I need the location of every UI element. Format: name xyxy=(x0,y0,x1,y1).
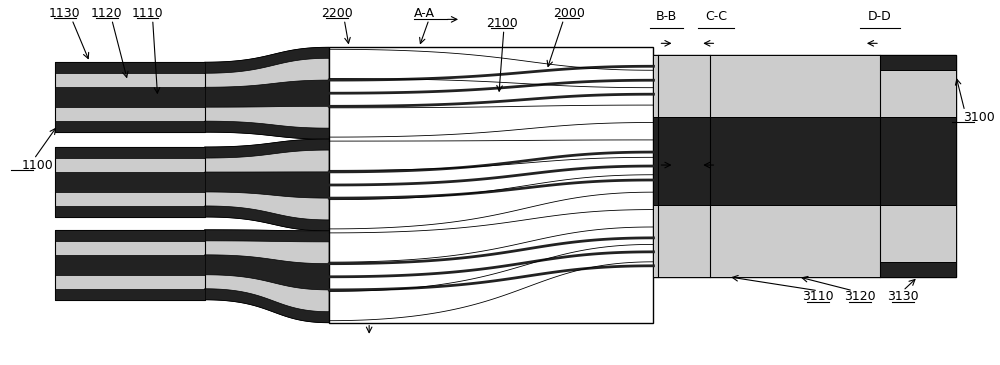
Polygon shape xyxy=(205,230,329,242)
Bar xyxy=(329,47,653,323)
Bar xyxy=(55,147,205,217)
Polygon shape xyxy=(205,230,329,323)
Bar xyxy=(880,262,956,277)
Polygon shape xyxy=(205,289,329,323)
Text: 1120: 1120 xyxy=(91,7,123,20)
Bar xyxy=(55,87,205,107)
Bar xyxy=(55,206,205,217)
Text: 2100: 2100 xyxy=(486,17,518,30)
Bar xyxy=(880,55,956,70)
Bar xyxy=(653,117,956,205)
Text: 2000: 2000 xyxy=(553,7,585,20)
Text: 1100: 1100 xyxy=(22,158,54,172)
Text: 2200: 2200 xyxy=(321,7,353,20)
Bar xyxy=(55,147,205,158)
Text: B-B: B-B xyxy=(656,10,677,23)
Text: 3100: 3100 xyxy=(963,111,995,124)
Polygon shape xyxy=(205,80,329,107)
Bar xyxy=(55,230,205,241)
Bar xyxy=(55,121,205,132)
Polygon shape xyxy=(205,47,329,73)
Bar xyxy=(55,255,205,275)
Bar xyxy=(55,62,205,73)
Polygon shape xyxy=(205,121,329,139)
Text: 1130: 1130 xyxy=(49,7,81,20)
Text: 1110: 1110 xyxy=(132,7,163,20)
Polygon shape xyxy=(205,172,329,198)
Polygon shape xyxy=(205,47,329,139)
Polygon shape xyxy=(205,139,329,231)
Text: A-A: A-A xyxy=(414,7,435,20)
Bar xyxy=(55,62,205,132)
Text: 3110: 3110 xyxy=(802,290,834,303)
Bar xyxy=(653,55,956,117)
Bar xyxy=(653,55,956,277)
Bar xyxy=(653,205,956,277)
Polygon shape xyxy=(205,255,329,290)
Polygon shape xyxy=(205,139,329,158)
Polygon shape xyxy=(205,206,329,231)
Bar xyxy=(55,289,205,300)
Text: 3130: 3130 xyxy=(887,290,919,303)
Bar xyxy=(55,230,205,300)
Text: D-D: D-D xyxy=(868,10,892,23)
Text: C-C: C-C xyxy=(705,10,727,23)
Bar xyxy=(55,172,205,192)
Text: 3120: 3120 xyxy=(844,290,876,303)
